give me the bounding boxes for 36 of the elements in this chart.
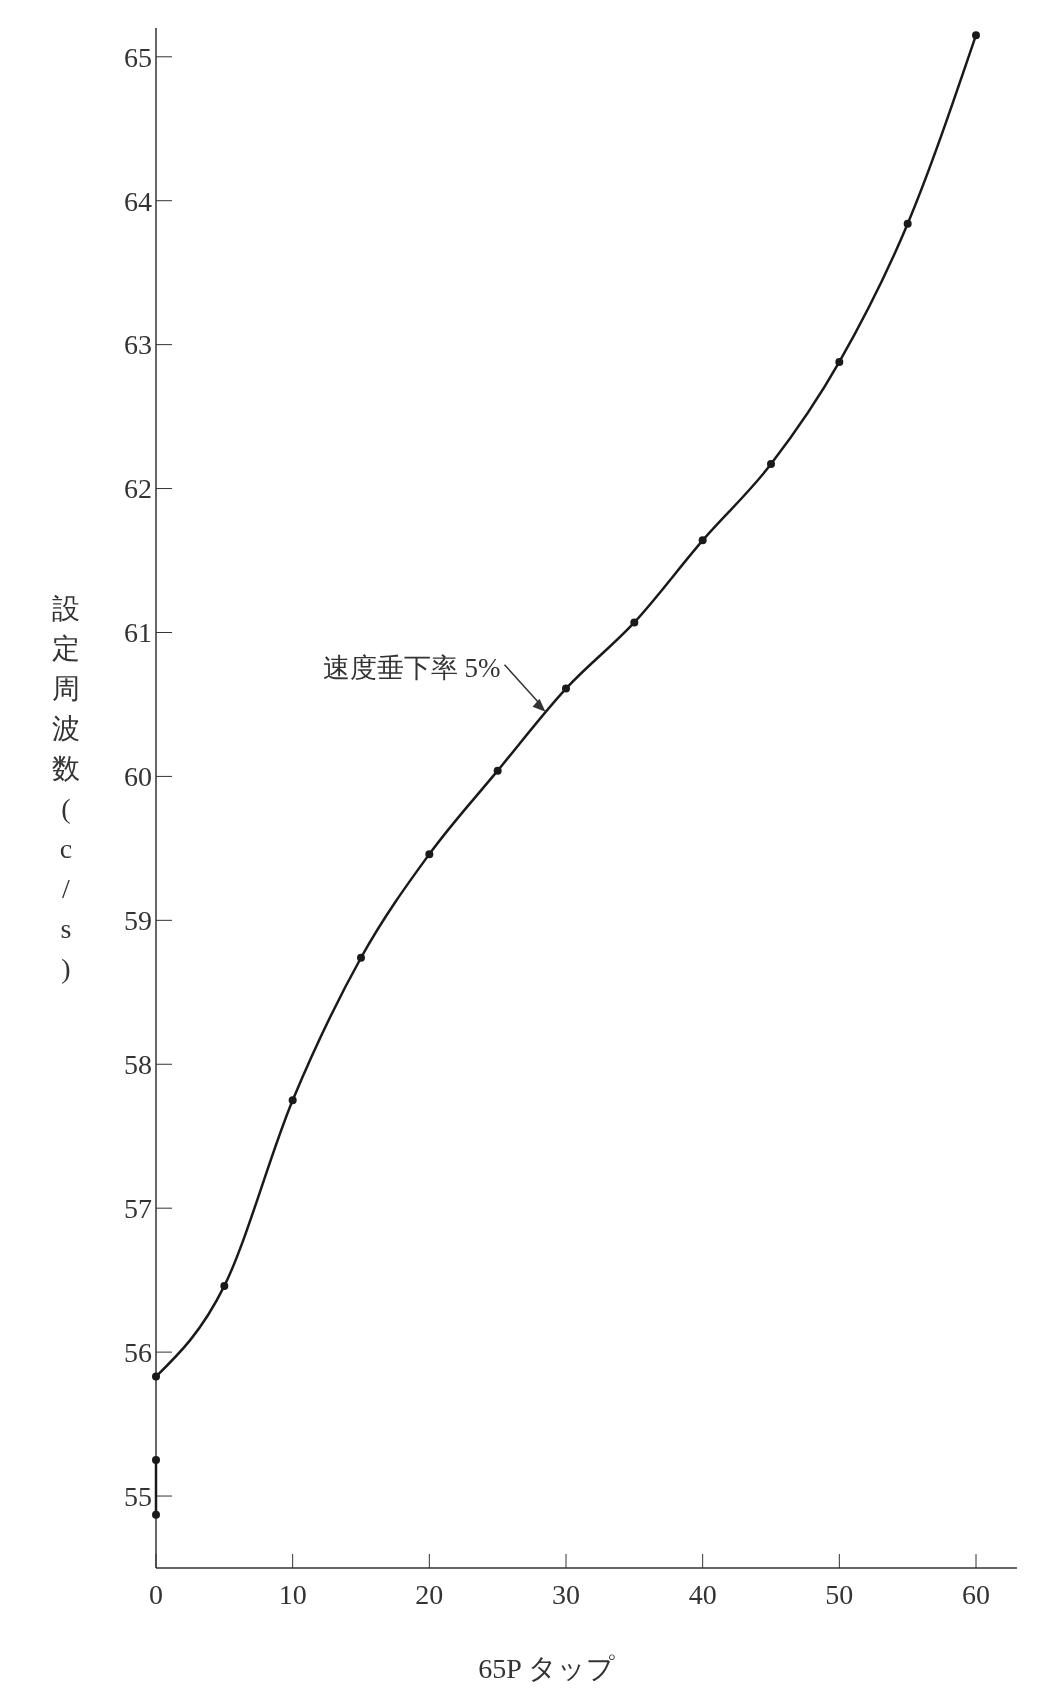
- y-tick-label: 60: [124, 761, 152, 793]
- point: [630, 618, 639, 627]
- point: [288, 1096, 297, 1105]
- point: [152, 1372, 160, 1381]
- y-tick-label: 65: [124, 41, 152, 73]
- point: [425, 850, 434, 859]
- point: [835, 357, 844, 366]
- point: [562, 684, 570, 693]
- x-tick-label: 60: [962, 1579, 990, 1610]
- point: [220, 1281, 229, 1290]
- x-axis-title: 65P タップ: [478, 1653, 615, 1684]
- x-tick-label: 30: [552, 1579, 580, 1610]
- y-tick-label: 55: [124, 1480, 152, 1512]
- y-tick-label: 56: [124, 1336, 152, 1368]
- y-tick-label: 58: [124, 1049, 152, 1081]
- point: [357, 953, 365, 962]
- point: [972, 31, 980, 40]
- point: [493, 766, 502, 775]
- x-tick-label: 50: [825, 1579, 854, 1610]
- point: [698, 536, 707, 545]
- x-tick-label: 0: [149, 1579, 163, 1610]
- y-tick-label: 61: [124, 617, 152, 649]
- point: [903, 219, 912, 228]
- y-tick-label: 63: [124, 329, 152, 361]
- y-tick-label: 57: [124, 1192, 152, 1224]
- point: [767, 460, 775, 469]
- y-tick-label: 64: [124, 185, 152, 217]
- x-tick-label: 40: [688, 1579, 717, 1610]
- annotation: 速度垂下率 5%: [322, 652, 501, 683]
- x-tick-label: 20: [415, 1579, 444, 1610]
- x-tick-label: 10: [278, 1579, 307, 1610]
- text: 設定周波数 (c/s): [52, 593, 80, 984]
- y-tick-label: 59: [124, 905, 152, 937]
- y-tick-label: 62: [124, 473, 152, 505]
- point: [152, 1510, 160, 1519]
- point: [152, 1456, 160, 1465]
